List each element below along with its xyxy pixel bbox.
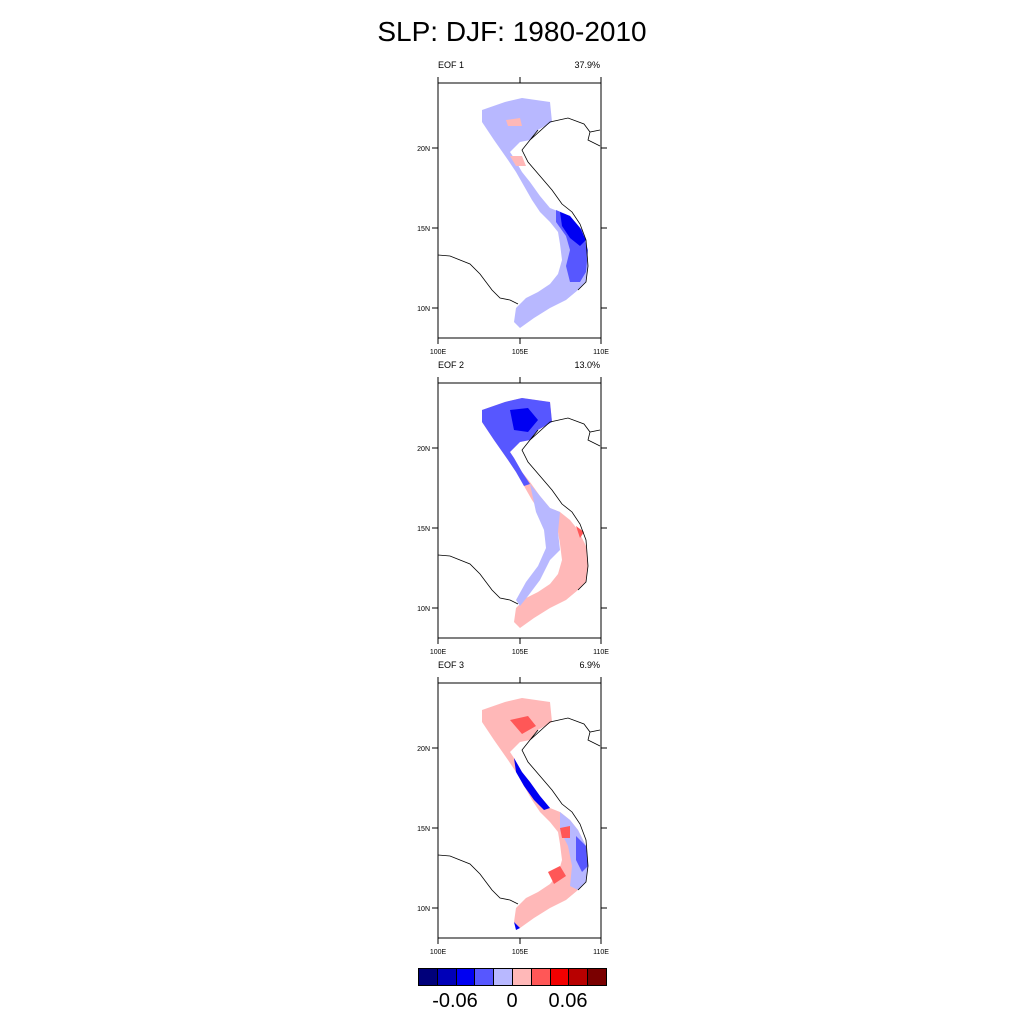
lat-tick-20n: 20N (417, 746, 430, 753)
eof1-panel: EOF 1 37.9% 20N 15N 10N 100E 105E 110E (410, 60, 630, 360)
lon-tick-105e: 105E (512, 649, 529, 656)
coastline (437, 717, 601, 905)
blue-coast (576, 836, 588, 872)
eof3-map: 20N 15N 10N 100E 105E 110E (417, 677, 609, 956)
lon-tick-105e: 105E (512, 949, 529, 956)
eof1-map: 20N 15N 10N 100E 105E 110E (417, 77, 609, 356)
lat-tick-15n: 15N (417, 526, 430, 533)
lon-tick-100e: 100E (430, 349, 447, 356)
lat-tick-20n: 20N (417, 146, 430, 153)
dark-core (560, 212, 586, 246)
colorbar-cell (493, 968, 513, 986)
blue-tip (514, 922, 520, 930)
red-south (548, 866, 566, 884)
eof3-variance: 6.9% (579, 660, 600, 670)
eof1-variance: 37.9% (574, 60, 600, 70)
dark-north (510, 408, 538, 432)
colorbar-cell (418, 968, 438, 986)
red-north (510, 716, 536, 734)
colorbar-cell (530, 968, 551, 986)
colorbar-label-neg: -0.06 (432, 990, 478, 1012)
lat-tick-15n: 15N (417, 826, 430, 833)
eof2-label: EOF 2 (438, 360, 465, 370)
coastline (437, 117, 601, 305)
eof3-panel: EOF 3 6.9% 20N 15N 10N 100E 105E 110E (410, 660, 630, 960)
lat-tick-10n: 10N (417, 606, 430, 613)
eof1-label: EOF 1 (438, 60, 465, 70)
lat-tick-10n: 10N (417, 906, 430, 913)
colorbar-cell (455, 968, 476, 986)
eof2-panel: EOF 2 13.0% 20N 15N 10N 100E 105E 110E (410, 360, 630, 660)
lon-tick-100e: 100E (430, 649, 447, 656)
pink-patch-2 (506, 118, 522, 126)
lon-tick-110e: 110E (593, 649, 609, 656)
red-spot (576, 526, 584, 538)
colorbar-cell (549, 968, 570, 986)
lightblue-band (516, 484, 560, 606)
colorbar-cell (436, 968, 457, 986)
colorbar (418, 968, 607, 988)
pink-patch (510, 156, 526, 166)
colorbar-cell (568, 968, 589, 986)
lon-tick-100e: 100E (430, 949, 447, 956)
colorbar-cell (587, 968, 607, 986)
colorbar-cell (512, 968, 532, 986)
red-mid (560, 826, 570, 838)
blue-band (514, 758, 550, 810)
lat-tick-10n: 10N (417, 306, 430, 313)
vietnam-land (482, 98, 588, 328)
main-title: SLP: DJF: 1980-2010 (377, 16, 647, 47)
lat-tick-15n: 15N (417, 226, 430, 233)
lon-tick-110e: 110E (593, 349, 609, 356)
lat-tick-20n: 20N (417, 446, 430, 453)
colorbar-label-zero: 0 (506, 990, 518, 1012)
colorbar-label-pos: 0.06 (548, 990, 588, 1012)
eof3-label: EOF 3 (438, 660, 465, 670)
eof2-variance: 13.0% (574, 360, 600, 370)
coastline (437, 417, 601, 605)
lon-tick-105e: 105E (512, 349, 529, 356)
colorbar-cell (474, 968, 495, 986)
lon-tick-110e: 110E (593, 949, 609, 956)
eof2-map: 20N 15N 10N 100E 105E 110E (417, 377, 609, 656)
